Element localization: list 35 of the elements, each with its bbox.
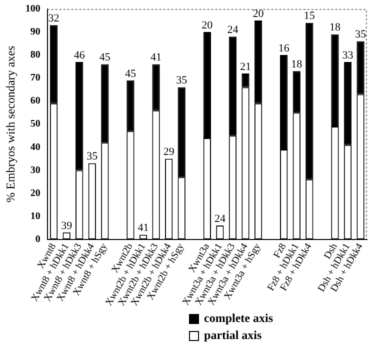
annotation: 46 — [74, 49, 86, 62]
annotation: 45 — [99, 52, 111, 64]
annotation: 16 — [278, 42, 290, 54]
annotation: 24 — [227, 24, 239, 36]
annotation: 18 — [329, 22, 341, 34]
y-tick-label: 70 — [30, 72, 40, 84]
annotation: 41 — [150, 52, 162, 64]
annotation: 45 — [124, 68, 136, 80]
y-axis-title: % Embryos with secondary axes — [3, 46, 18, 202]
annotation: 35 — [176, 74, 188, 87]
legend-label: complete axis — [204, 310, 273, 327]
annotation: 32 — [48, 12, 60, 25]
annotation: 35 — [355, 28, 367, 41]
y-tick-label: 10 — [30, 210, 40, 222]
annotation: 15 — [304, 10, 316, 22]
annotation: 21 — [240, 60, 251, 73]
annotation: 18 — [291, 58, 303, 71]
annotation: 20 — [252, 8, 264, 20]
y-tick-label: 0 — [35, 234, 40, 245]
y-tick-label: 50 — [30, 118, 40, 130]
annotation: 35 — [86, 150, 98, 163]
annotation: 20 — [202, 19, 214, 32]
y-tick-label: 60 — [30, 96, 40, 107]
y-tick-label: 80 — [30, 50, 40, 61]
y-tick-label: 30 — [30, 164, 40, 176]
annotation: 41 — [138, 222, 149, 234]
y-tick-label: 20 — [30, 188, 40, 199]
y-tick-label: 40 — [30, 142, 40, 153]
annotation: 24 — [214, 212, 226, 225]
annotation: 39 — [61, 220, 73, 232]
y-tick-label: 100 — [25, 4, 40, 15]
annotation: 33 — [342, 49, 354, 62]
annotation: 29 — [163, 146, 175, 158]
legend-label: partial axis — [204, 327, 262, 344]
y-tick-label: 90 — [30, 26, 40, 38]
